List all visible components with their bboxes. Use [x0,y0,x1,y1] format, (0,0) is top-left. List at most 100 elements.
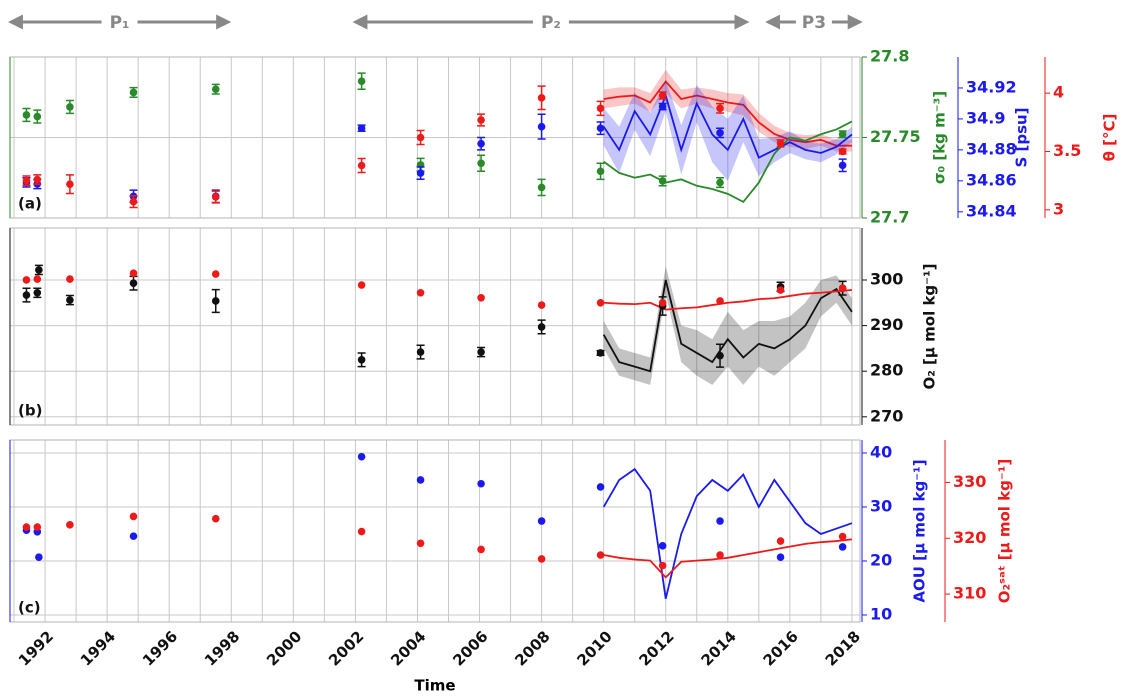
point [537,301,546,309]
point [537,94,546,102]
x-tick-label: 2010 [573,627,615,669]
point [129,532,138,540]
period-label: P3 [802,13,826,33]
panel-label: (a) [18,195,42,213]
point [596,124,605,133]
point [838,130,847,139]
line [603,538,853,579]
point [658,91,667,100]
y-axis-label: S [psu] [1013,107,1031,167]
point [211,297,220,305]
point [596,349,605,357]
panel-label: (c) [18,599,41,617]
point [537,517,546,525]
point [416,288,425,297]
point [477,348,485,356]
point [716,178,724,187]
point [416,133,425,142]
x-tick-label: 1998 [201,627,243,669]
point [129,88,138,97]
point [357,355,366,364]
point [33,175,42,184]
point [357,77,366,85]
point [357,161,366,170]
point [33,288,42,297]
y-axis-label: AOU [μ mol kg⁻¹] [911,459,929,602]
point [129,197,138,206]
point [477,479,485,488]
line [602,279,853,373]
y-tick-label: 280 [870,361,903,380]
line [603,289,853,311]
point [416,539,425,548]
point [33,112,42,121]
y-tick-label: 34.86 [966,170,1017,189]
point [716,351,724,360]
y-tick-label: 330 [953,472,986,491]
point [357,527,366,536]
point [537,183,546,192]
point [838,543,847,551]
point [22,176,31,185]
period-label-bg [532,10,569,34]
x-tick-label: 2004 [387,627,429,669]
point [22,523,31,531]
point [22,111,31,119]
point [477,139,485,148]
x-tick-label: 1994 [77,627,119,669]
period-label: P₁ [110,13,130,33]
point [537,122,546,131]
point [838,147,847,156]
period-label-bg [795,10,832,34]
y-tick-label: 290 [870,315,903,334]
point [211,193,220,201]
point [33,275,42,283]
point [66,103,74,111]
point [716,297,724,305]
point [211,85,220,93]
line [602,92,853,159]
point [66,296,74,304]
y-tick-label: 34.9 [966,108,1005,127]
y-tick-label: 27.7 [870,208,909,227]
point [716,551,724,559]
point [716,129,724,137]
line [602,467,853,599]
y-tick-label: 27.8 [870,47,909,66]
x-tick-label: 2016 [760,627,802,669]
point [776,553,785,561]
y-axis-label: σ₀ [kg m⁻³] [931,91,949,184]
point [66,521,74,529]
line [603,120,853,204]
point [838,532,847,541]
point [477,545,485,554]
point [537,555,546,563]
x-tick-label: 2006 [449,627,491,669]
y-tick-label: 270 [870,406,903,425]
y-tick-label: 34.88 [966,139,1017,158]
y-tick-label: 320 [953,528,986,547]
point [357,452,366,461]
x-tick-label: 1996 [139,627,181,669]
x-tick-label: 2008 [511,627,553,669]
point [776,537,785,545]
point [129,279,138,287]
y-tick-label: 4 [1053,83,1064,102]
y-tick-label: 3 [1053,199,1064,218]
point [596,551,605,559]
point [658,102,667,111]
y-tick-label: 10 [870,604,892,623]
point [416,476,425,484]
y-tick-label: 34.84 [966,201,1017,220]
point [776,139,785,148]
point [211,514,220,523]
y-axis-label: O₂ˢᵃᵗ [μ mol kg⁻¹] [996,459,1014,603]
y-tick-label: 20 [870,550,892,569]
point [477,159,485,168]
y-tick-label: 310 [953,584,986,603]
x-tick-label: 1992 [15,627,57,669]
point [658,177,667,185]
y-tick-label: 300 [870,269,903,288]
line [603,80,852,147]
